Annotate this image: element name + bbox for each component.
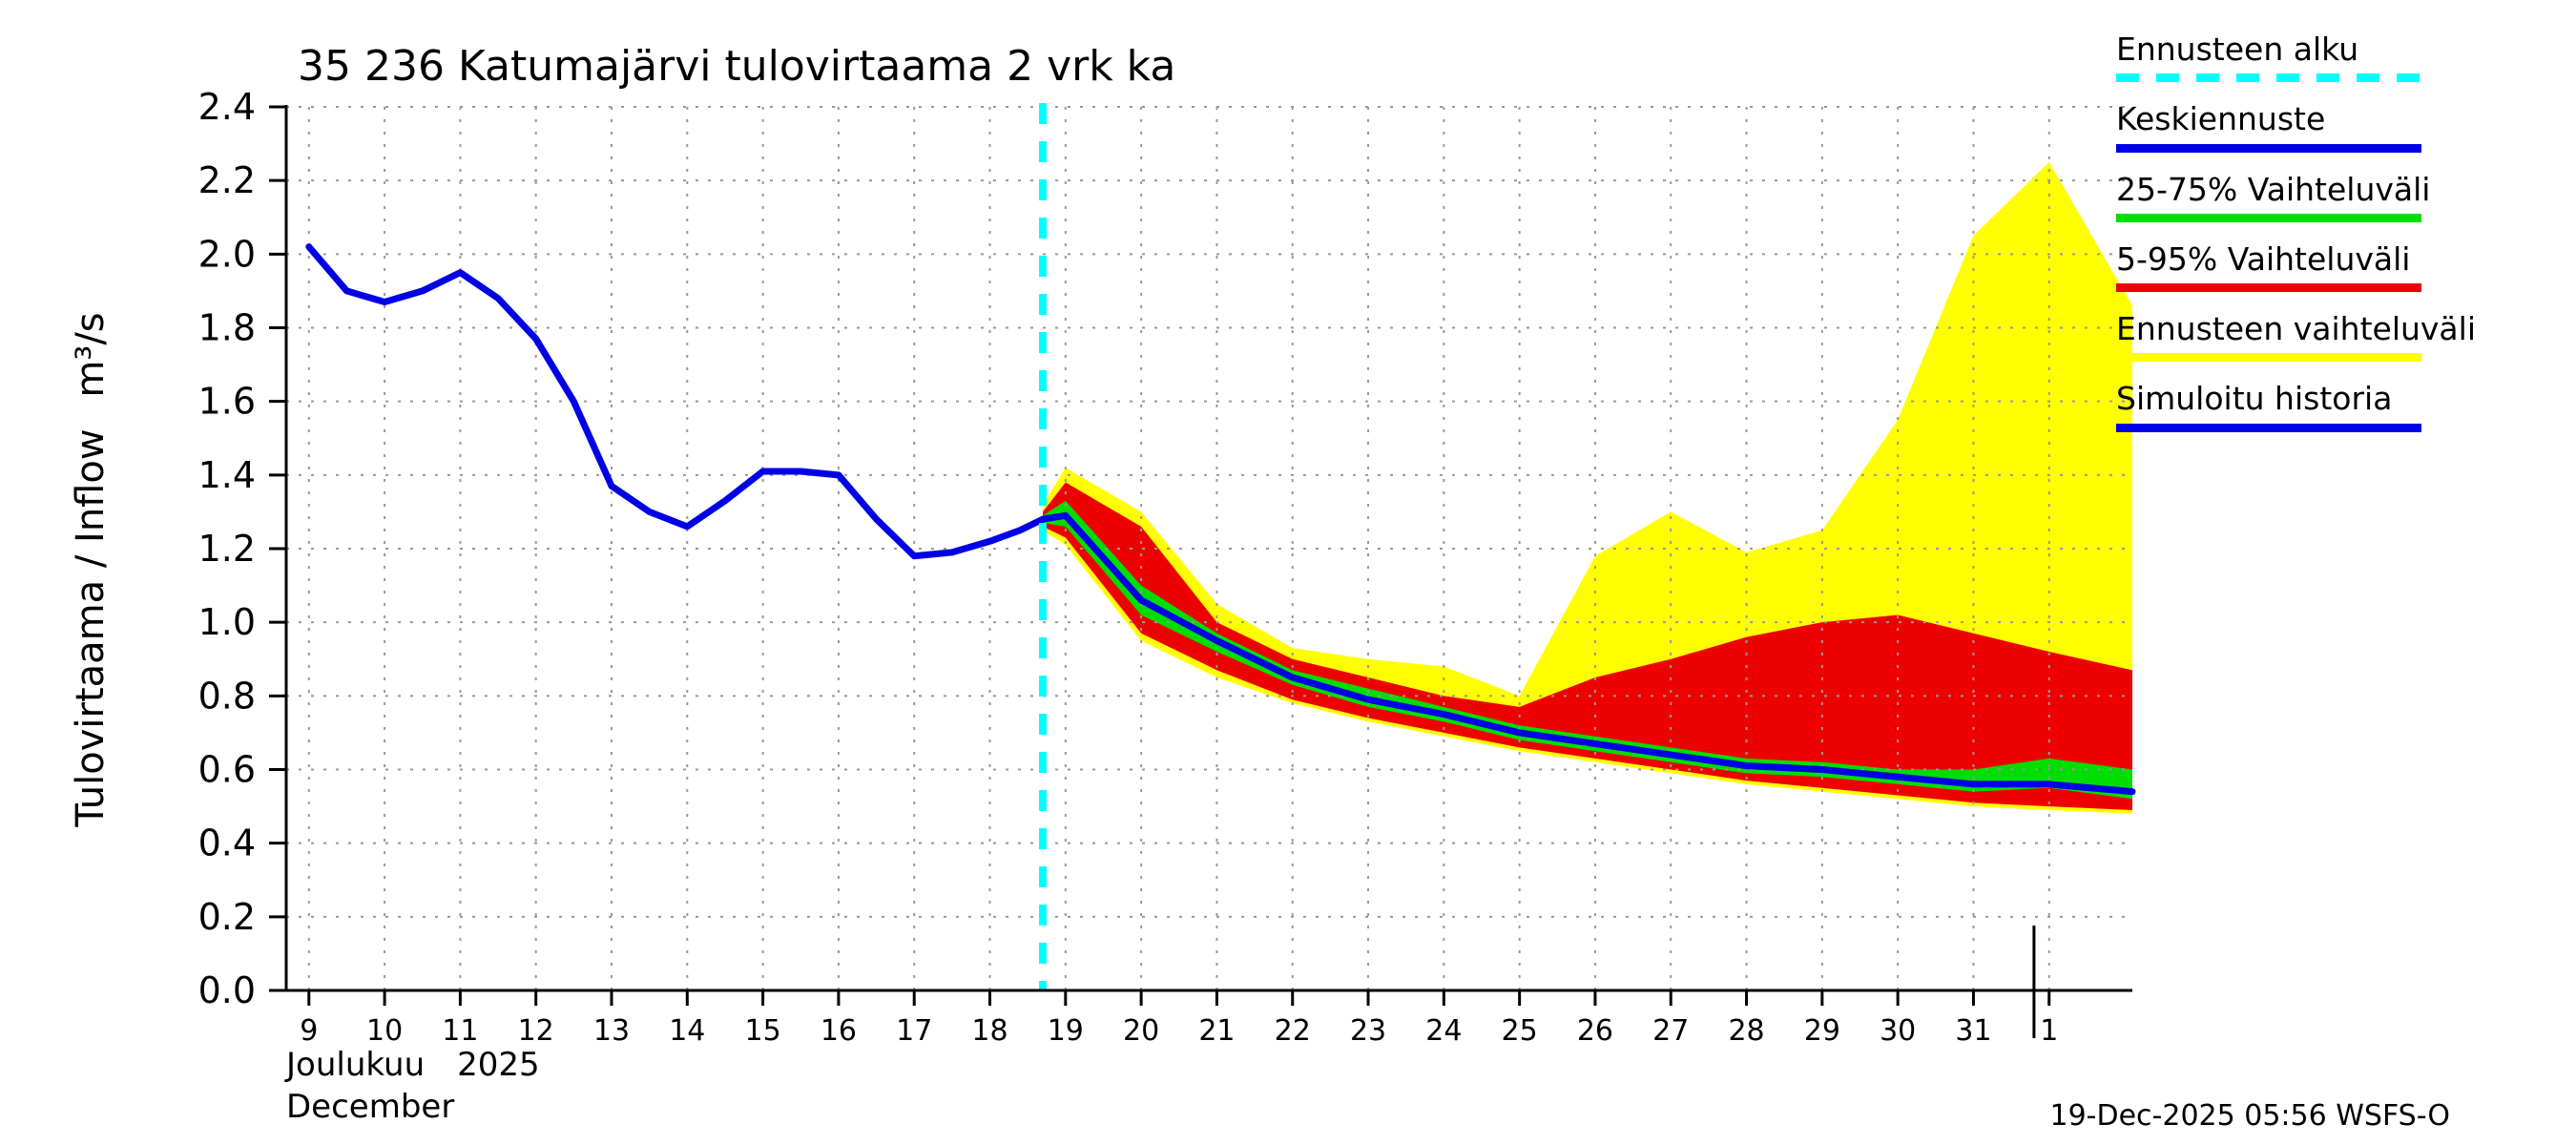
y-tick-label: 1.8: [198, 307, 256, 349]
simulated-history-line: [305, 243, 1047, 560]
x-tick-label: 11: [442, 1014, 478, 1048]
y-tick-label: 0.8: [198, 675, 256, 717]
legend-item-0: Ennusteen alku: [2116, 31, 2476, 83]
legend-item-1: Keskiennuste: [2116, 100, 2476, 153]
y-axis-unit: m³/s: [69, 312, 113, 398]
legend-line-swatch: [2116, 143, 2421, 153]
y-tick-label: 0.2: [198, 896, 256, 938]
x-tick-label: 28: [1728, 1014, 1764, 1048]
x-tick-label: 22: [1275, 1014, 1311, 1048]
y-tick-label: 2.4: [198, 86, 256, 128]
x-tick-label: 26: [1577, 1014, 1613, 1048]
y-tick-label: 1.2: [198, 528, 256, 570]
y-tick-label: 1.4: [198, 454, 256, 496]
y-tick-label: 1.0: [198, 601, 256, 643]
month-name-en: December: [286, 1088, 455, 1126]
legend-label: 5-95% Vaihteluväli: [2116, 239, 2411, 278]
month-name-fi: Joulukuu: [286, 1046, 426, 1084]
y-tick-label: 1.6: [198, 381, 256, 423]
year-label: 2025: [457, 1046, 540, 1084]
legend-item-2: 25-75% Vaihteluväli: [2116, 170, 2476, 222]
y-tick-label: 0.4: [198, 822, 256, 864]
legend-line-swatch: [2116, 423, 2421, 432]
legend-item-4: Ennusteen vaihteluväli: [2116, 310, 2476, 363]
x-tick-label: 10: [366, 1014, 403, 1048]
legend-line-swatch: [2116, 353, 2421, 363]
legend-line-swatch: [2116, 213, 2421, 222]
legend-line-swatch: [2116, 283, 2421, 293]
x-tick-label: 27: [1652, 1014, 1689, 1048]
x-tick-label: 13: [593, 1014, 630, 1048]
x-tick-label: 19: [1048, 1014, 1084, 1048]
x-tick-label: 21: [1198, 1014, 1235, 1048]
y-tick-label: 0.6: [198, 749, 256, 791]
y-tick-label: 0.0: [198, 969, 256, 1011]
legend-label: Simuloitu historia: [2116, 380, 2393, 418]
x-tick-label: 15: [745, 1014, 781, 1048]
x-tick-label: 12: [518, 1014, 554, 1048]
band-5-95-percent: [1043, 482, 2132, 810]
x-tick-label: 16: [821, 1014, 857, 1048]
x-tick-label: 25: [1502, 1014, 1538, 1048]
median-forecast-line: [1039, 511, 2136, 796]
x-axis-month-label: Joulukuu 2025: [286, 1046, 540, 1084]
x-tick-label: 18: [971, 1014, 1008, 1048]
y-tick-label: 2.2: [198, 159, 256, 201]
y-tick-label: 2.0: [198, 233, 256, 275]
chart-title: 35 236 Katumajärvi tulovirtaama 2 vrk ka: [298, 42, 1176, 91]
legend-label: Keskiennuste: [2116, 100, 2326, 138]
legend-label: 25-75% Vaihteluväli: [2116, 170, 2431, 208]
legend-item-5: Simuloitu historia: [2116, 380, 2476, 432]
timestamp-watermark: 19-Dec-2025 05:56 WSFS-O: [2049, 1099, 2450, 1133]
x-tick-label: 14: [669, 1014, 705, 1048]
y-axis-label: Tulovirtaama / Inflow: [69, 428, 113, 827]
legend-item-3: 5-95% Vaihteluväli: [2116, 239, 2476, 293]
legend-label: Ennusteen vaihteluväli: [2116, 310, 2476, 348]
legend-dashed-line-swatch: [2116, 73, 2421, 83]
x-tick-label: 23: [1350, 1014, 1386, 1048]
x-tick-label: 24: [1425, 1014, 1462, 1048]
x-tick-label: 30: [1880, 1014, 1916, 1048]
x-tick-label: 29: [1804, 1014, 1840, 1048]
x-tick-label: 31: [1955, 1014, 1991, 1048]
x-tick-label: 20: [1123, 1014, 1159, 1048]
x-tick-label: 9: [300, 1014, 318, 1048]
legend-label: Ennusteen alku: [2116, 31, 2359, 68]
legend: Ennusteen alku Keskiennuste 25-75% Vaihtel…: [2116, 31, 2476, 452]
x-tick-label: 1: [2040, 1014, 2058, 1048]
x-tick-label: 17: [896, 1014, 932, 1048]
